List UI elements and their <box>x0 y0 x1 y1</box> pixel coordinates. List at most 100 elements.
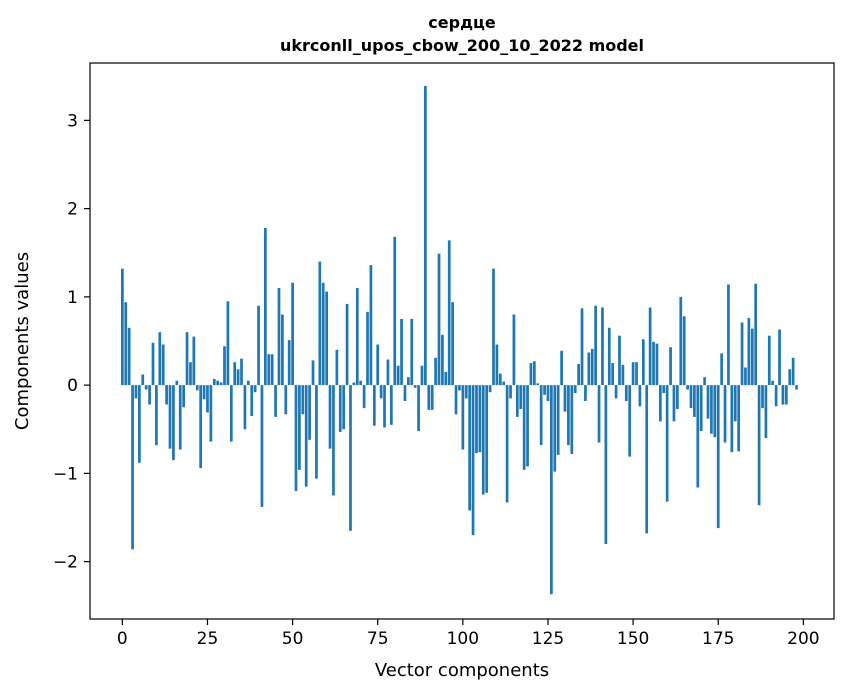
bar-198 <box>795 385 798 390</box>
bar-45 <box>274 385 277 417</box>
bar-77 <box>383 385 386 428</box>
bar-141 <box>601 307 604 386</box>
bar-94 <box>441 334 444 386</box>
y-tick-label: 0 <box>67 376 78 396</box>
bar-26 <box>209 385 213 442</box>
bar-63 <box>335 349 339 386</box>
bar-95 <box>444 371 448 386</box>
bar-115 <box>512 314 516 386</box>
x-tick-label: 75 <box>367 629 389 649</box>
bar-53 <box>301 385 305 415</box>
bar-153 <box>641 339 645 386</box>
bar-147 <box>621 364 625 386</box>
bar-169 <box>696 385 700 488</box>
bar-116 <box>515 385 519 417</box>
bar-81 <box>396 365 400 386</box>
bar-98 <box>454 385 458 415</box>
bar-192 <box>774 385 778 407</box>
bar-22 <box>195 385 199 391</box>
bar-134 <box>577 363 580 386</box>
bar-9 <box>151 342 155 386</box>
x-tick-label: 0 <box>117 629 128 649</box>
bar-127 <box>553 385 557 472</box>
bar-35 <box>240 358 243 386</box>
bar-105 <box>478 385 482 453</box>
bar-68 <box>352 382 356 386</box>
bar-138 <box>590 348 594 386</box>
x-tick-label: 175 <box>702 629 734 649</box>
bar-36 <box>243 385 247 430</box>
bar-79 <box>389 385 393 425</box>
bar-15 <box>172 385 175 461</box>
bar-65 <box>342 385 346 430</box>
bar-91 <box>430 385 434 410</box>
y-tick-label: −1 <box>53 464 78 484</box>
bar-154 <box>645 385 649 534</box>
y-tick-label: 2 <box>67 200 78 220</box>
bar-156 <box>652 341 655 386</box>
y-axis-label: Components values <box>12 252 33 430</box>
bar-3 <box>131 385 134 550</box>
bar-181 <box>737 385 741 452</box>
bar-187 <box>757 385 761 506</box>
bar-128 <box>556 385 560 455</box>
bar-42 <box>264 228 267 386</box>
y-tick-label: −2 <box>53 553 78 573</box>
bar-194 <box>781 385 785 405</box>
bar-148 <box>624 385 628 402</box>
bar-12 <box>161 344 165 386</box>
bar-159 <box>662 385 666 394</box>
bar-137 <box>587 352 591 386</box>
x-tick-label: 200 <box>787 629 819 649</box>
bar-113 <box>505 385 509 503</box>
plot-area-frame <box>89 62 835 620</box>
x-tick-label: 50 <box>282 629 304 649</box>
bar-111 <box>498 373 502 386</box>
bar-150 <box>631 362 635 386</box>
bar-59 <box>321 282 325 386</box>
y-tick-label: 3 <box>67 111 78 131</box>
bar-183 <box>744 367 747 386</box>
bar-10 <box>155 385 158 446</box>
bar-139 <box>594 305 598 386</box>
bar-100 <box>461 385 465 450</box>
bar-41 <box>260 385 264 507</box>
bar-174 <box>713 385 717 438</box>
bar-126 <box>550 385 553 595</box>
bar-122 <box>536 383 540 386</box>
bar-177 <box>723 385 727 443</box>
bar-44 <box>270 354 274 386</box>
bar-33 <box>233 362 237 386</box>
bar-0 <box>120 268 124 386</box>
bar-151 <box>635 362 638 386</box>
bar-108 <box>488 385 492 393</box>
bar-47 <box>281 314 284 386</box>
bar-11 <box>158 332 162 386</box>
bar-49 <box>287 340 291 386</box>
bar-58 <box>318 261 322 386</box>
x-tick-label: 150 <box>617 629 649 649</box>
bar-107 <box>485 385 489 493</box>
bar-125 <box>546 385 550 402</box>
bar-119 <box>526 385 529 467</box>
bar-39 <box>253 385 257 393</box>
bar-38 <box>250 385 254 417</box>
bar-104 <box>475 385 478 454</box>
bar-43 <box>267 354 271 386</box>
bar-8 <box>148 385 151 405</box>
bar-168 <box>693 385 696 417</box>
bar-124 <box>543 385 546 395</box>
bar-130 <box>563 385 567 412</box>
bar-72 <box>366 311 369 386</box>
bar-75 <box>376 344 380 386</box>
bar-121 <box>532 361 536 386</box>
bar-101 <box>464 385 468 399</box>
bar-131 <box>567 385 570 446</box>
bar-164 <box>679 296 683 386</box>
bar-144 <box>611 363 615 386</box>
bar-190 <box>767 335 771 386</box>
bar-23 <box>199 385 203 469</box>
x-tick-label: 125 <box>532 629 564 649</box>
bar-193 <box>778 329 781 386</box>
bar-197 <box>791 357 795 386</box>
